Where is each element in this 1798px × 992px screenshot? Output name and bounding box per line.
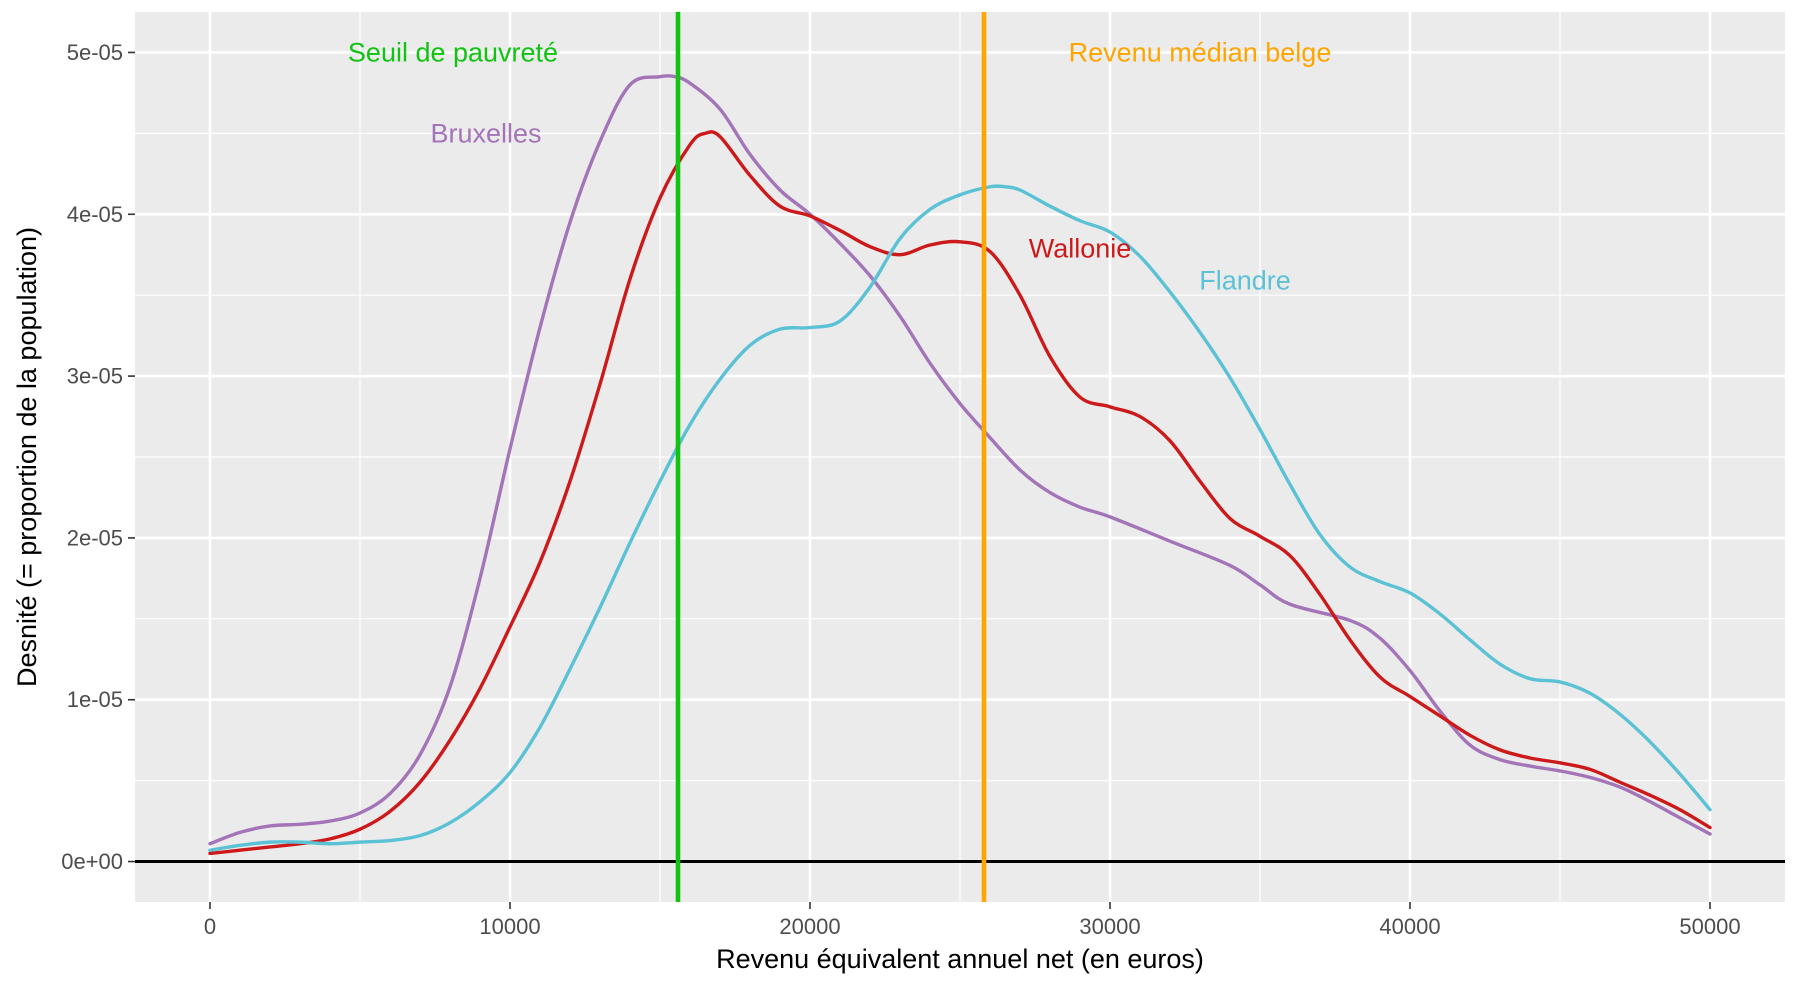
x-axis-title: Revenu équivalent annuel net (en euros) [716,944,1204,974]
grid-major [135,12,1785,902]
y-tick-label: 4e-05 [67,202,123,227]
poverty-threshold-label: Seuil de pauvreté [348,37,558,67]
median-income-label: Revenu médian belge [1069,37,1332,67]
x-tick-label: 0 [204,914,216,939]
annotations: Seuil de pauvreté Revenu médian belge Brux… [348,37,1331,295]
x-tick-label: 10000 [479,914,540,939]
reference-lines [135,12,1785,902]
x-tick-label: 20000 [779,914,840,939]
x-tick-label: 40000 [1379,914,1440,939]
y-tick-label: 0e+00 [61,849,123,874]
y-tick-label: 5e-05 [67,40,123,65]
y-tick-label: 2e-05 [67,525,123,550]
y-tick-label: 1e-05 [67,687,123,712]
series-label-wallonie: Wallonie [1029,233,1132,263]
series-layer [208,74,1712,856]
series-label-flandre: Flandre [1199,266,1291,296]
grid-minor [135,12,1785,902]
y-axis-title: Desnité (= proportion de la population) [12,227,42,687]
y-tick-label: 3e-05 [67,364,123,389]
x-tick-label: 30000 [1079,914,1140,939]
y-axis: 0e+00 1e-05 2e-05 3e-05 4e-05 5e-05 [61,40,135,874]
series-line-wallonie [208,130,1712,856]
series-label-bruxelles: Bruxelles [430,118,541,148]
x-tick-label: 50000 [1679,914,1740,939]
series-line-flandre [208,184,1712,852]
x-axis: 0 10000 20000 30000 40000 50000 [204,902,1741,939]
